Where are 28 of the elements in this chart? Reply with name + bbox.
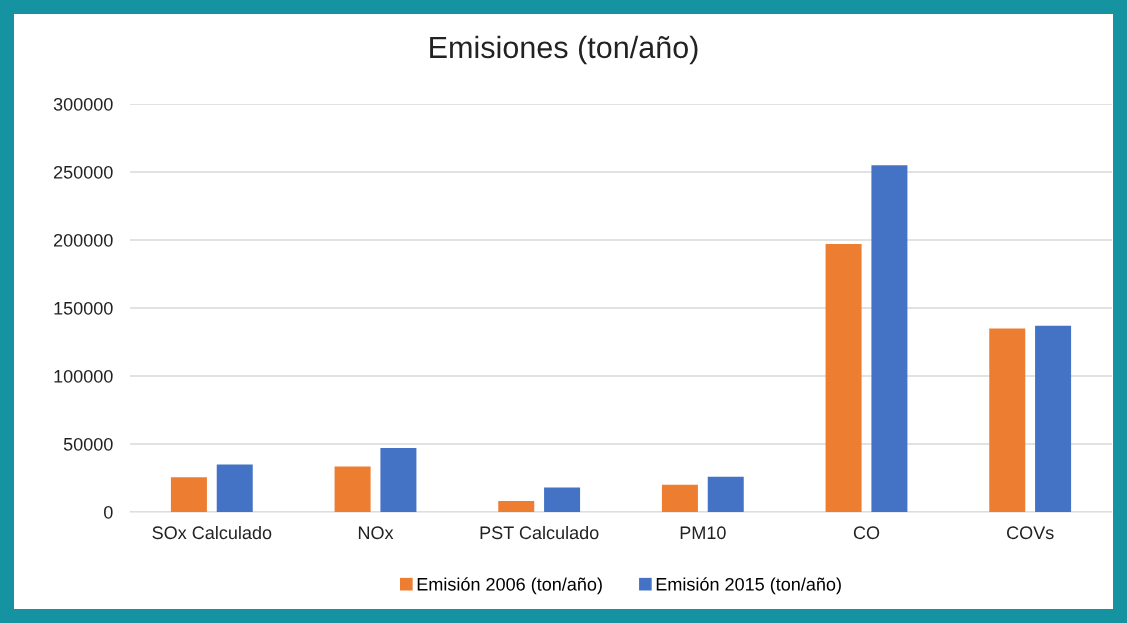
x-tick-label: COVs	[1007, 526, 1054, 540]
bar	[498, 501, 535, 512]
y-tick-label: 300000	[53, 97, 113, 111]
x-tick-label: SOx Calculado	[152, 525, 272, 540]
y-tick-label: 50000	[63, 437, 113, 451]
x-tick-label: PM10	[680, 526, 726, 540]
bar	[825, 244, 862, 512]
legend-label: Emisión 2015 (ton/año)	[656, 577, 841, 595]
y-tick-label: 250000	[54, 165, 113, 179]
bar	[170, 477, 207, 512]
y-tick-label: 200000	[54, 233, 113, 247]
x-tick-label: PST Calculado	[480, 525, 599, 540]
y-tick-label: 150000	[54, 301, 113, 315]
bar	[707, 476, 744, 512]
bar	[1035, 325, 1072, 512]
bar	[871, 165, 908, 512]
legend-label: Emisión 2006 (ton/año)	[417, 577, 602, 595]
bar	[989, 328, 1026, 512]
y-tick-label: 100000	[54, 369, 113, 383]
x-tick-label: CO	[853, 526, 880, 540]
x-tick-label: NOx	[358, 526, 394, 540]
chart-title: Emisiones (ton/año)	[430, 35, 698, 65]
bar	[380, 448, 417, 512]
y-tick-label: 0	[104, 505, 113, 519]
bar	[334, 466, 371, 512]
bar	[661, 484, 698, 512]
bar	[544, 487, 581, 512]
bar	[216, 464, 253, 512]
